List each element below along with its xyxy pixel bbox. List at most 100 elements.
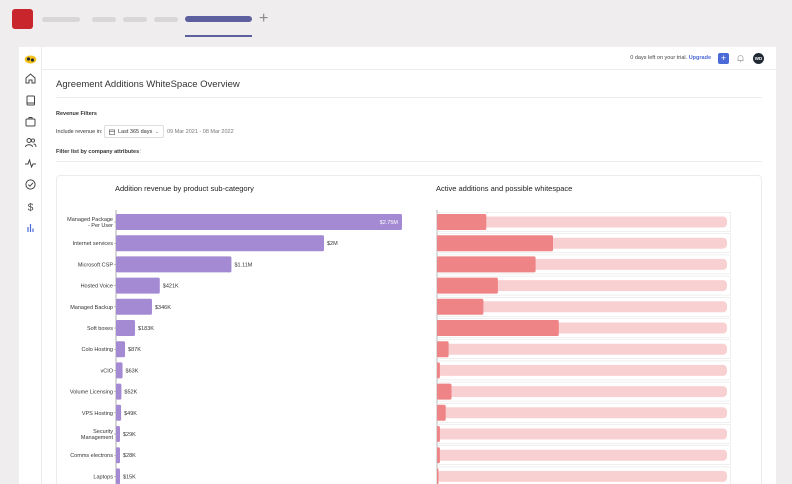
users-icon[interactable]	[24, 136, 37, 149]
revenue-bar[interactable]	[116, 214, 402, 230]
revenue-bar[interactable]	[116, 426, 120, 442]
home-icon[interactable]	[24, 72, 37, 85]
divider	[56, 97, 762, 98]
revenue-bar[interactable]	[116, 256, 232, 273]
active-additions-bar[interactable]	[437, 298, 484, 315]
include-revenue-label: Include revenue in:	[56, 129, 103, 135]
revenue-bar[interactable]	[116, 341, 126, 358]
active-additions-bar[interactable]	[437, 256, 536, 273]
revenue-bar[interactable]	[116, 235, 324, 252]
revenue-bar[interactable]	[116, 468, 120, 484]
revenue-bar[interactable]	[116, 404, 122, 421]
category-label: VPS Hosting	[82, 411, 113, 417]
whitespace-row-frame	[436, 254, 731, 275]
whitespace-track[interactable]	[437, 470, 727, 482]
category-label: Comms electrons	[70, 453, 113, 459]
revenue-value-label: $63K	[126, 368, 139, 374]
tab-placeholder[interactable]	[123, 17, 147, 22]
whitespace-track[interactable]	[437, 364, 727, 376]
whitespace-track[interactable]	[437, 449, 727, 461]
whitespace-row-frame	[436, 381, 731, 402]
revenue-chart-title: Addition revenue by product sub-category	[115, 184, 254, 193]
revenue-value-label: $87K	[128, 347, 141, 353]
book-icon[interactable]	[24, 94, 37, 107]
tab-placeholder[interactable]	[42, 17, 80, 22]
whitespace-row-frame	[436, 466, 731, 484]
trial-notice: 0 days left on your trial. Upgrade	[630, 55, 711, 61]
date-range-text: 09 Mar 2021 - 08 Mar 2022	[167, 129, 234, 135]
category-label: Hosted Voice	[81, 284, 113, 290]
revenue-value-label: $2.75M	[380, 220, 399, 226]
category-label: Laptops	[93, 474, 113, 480]
category-label: Managed Backup	[70, 305, 113, 311]
active-additions-bar[interactable]	[437, 235, 553, 252]
active-additions-bar[interactable]	[437, 383, 452, 400]
upgrade-link[interactable]: Upgrade	[688, 55, 711, 61]
revenue-bar[interactable]	[116, 320, 136, 336]
whitespace-row-frame	[436, 360, 731, 381]
company-attributes-filter-label[interactable]: Filter list by company attributes	[56, 149, 140, 155]
whitespace-track[interactable]	[437, 343, 727, 355]
revenue-value-label: $28K	[123, 453, 136, 459]
active-additions-bar[interactable]	[437, 404, 446, 421]
category-label: vCIO	[100, 368, 113, 374]
activity-icon[interactable]	[24, 157, 37, 170]
active-additions-bar[interactable]	[437, 277, 498, 294]
whitespace-track[interactable]	[437, 301, 727, 313]
active-additions-bar[interactable]	[437, 426, 440, 442]
whitespace-row-frame	[436, 403, 731, 423]
new-tab-plus-icon[interactable]: +	[259, 10, 269, 27]
whitespace-track[interactable]	[437, 280, 727, 292]
bell-icon[interactable]	[736, 54, 745, 63]
add-button[interactable]: +	[718, 53, 729, 64]
briefcase-icon[interactable]	[24, 115, 37, 128]
active-additions-bar[interactable]	[437, 468, 439, 484]
whitespace-row-frame	[436, 339, 731, 359]
chevron-down-icon: ⌄	[154, 129, 159, 135]
category-label: Colo Hosting	[82, 347, 114, 353]
revenue-bar[interactable]	[116, 383, 122, 400]
category-label: Managed Package - Per User	[67, 217, 113, 229]
check-circle-icon[interactable]	[24, 178, 37, 191]
more-options-icon[interactable]: ⋮	[138, 149, 144, 155]
active-additions-bar[interactable]	[437, 341, 449, 358]
whitespace-track[interactable]	[437, 386, 727, 398]
revenue-bar[interactable]	[116, 298, 152, 315]
whitespace-track[interactable]	[437, 216, 727, 228]
charts-svg: Managed Package - Per User $2.75M Internet …	[67, 210, 731, 484]
tab-placeholder[interactable]	[154, 17, 178, 22]
whitespace-track[interactable]	[437, 428, 727, 440]
active-additions-bar[interactable]	[437, 447, 440, 464]
logo-icon[interactable]	[24, 54, 37, 64]
active-additions-bar[interactable]	[437, 214, 487, 230]
page-title: Agreement Additions WhiteSpace Overview	[56, 79, 240, 90]
whitespace-track[interactable]	[437, 407, 727, 419]
tab-placeholder[interactable]	[92, 17, 116, 22]
app-tile-icon[interactable]	[12, 9, 33, 29]
revenue-bar[interactable]	[116, 362, 123, 379]
main-content: Agreement Additions WhiteSpace Overview …	[42, 70, 776, 484]
browser-tab-bar: +	[0, 0, 792, 44]
calendar-icon	[109, 129, 115, 135]
whitespace-row-frame	[436, 275, 731, 296]
active-additions-bar[interactable]	[437, 362, 440, 379]
bar-chart-icon[interactable]	[24, 221, 37, 234]
revenue-value-label: $2M	[327, 241, 338, 247]
divider	[56, 161, 762, 162]
period-dropdown[interactable]: Last 365 days ⌄	[104, 125, 164, 138]
category-label: Internet services	[73, 241, 114, 247]
category-label: Security Management	[81, 429, 114, 441]
revenue-bar[interactable]	[116, 277, 160, 294]
revenue-bar[interactable]	[116, 447, 120, 464]
app-window: $ 0 days left on your trial. Upgrade + W…	[19, 47, 776, 484]
category-label: Microsoft CSP	[78, 262, 113, 268]
period-value: Last 365 days	[118, 129, 153, 135]
sidebar: $	[19, 47, 42, 484]
revenue-value-label: $15K	[123, 474, 136, 480]
user-avatar[interactable]: WD	[753, 53, 764, 64]
whitespace-row-frame	[436, 445, 731, 466]
dollar-icon[interactable]: $	[24, 200, 37, 214]
active-additions-bar[interactable]	[437, 320, 559, 336]
revenue-value-label: $1.11M	[234, 262, 252, 268]
active-tab[interactable]	[185, 16, 252, 22]
